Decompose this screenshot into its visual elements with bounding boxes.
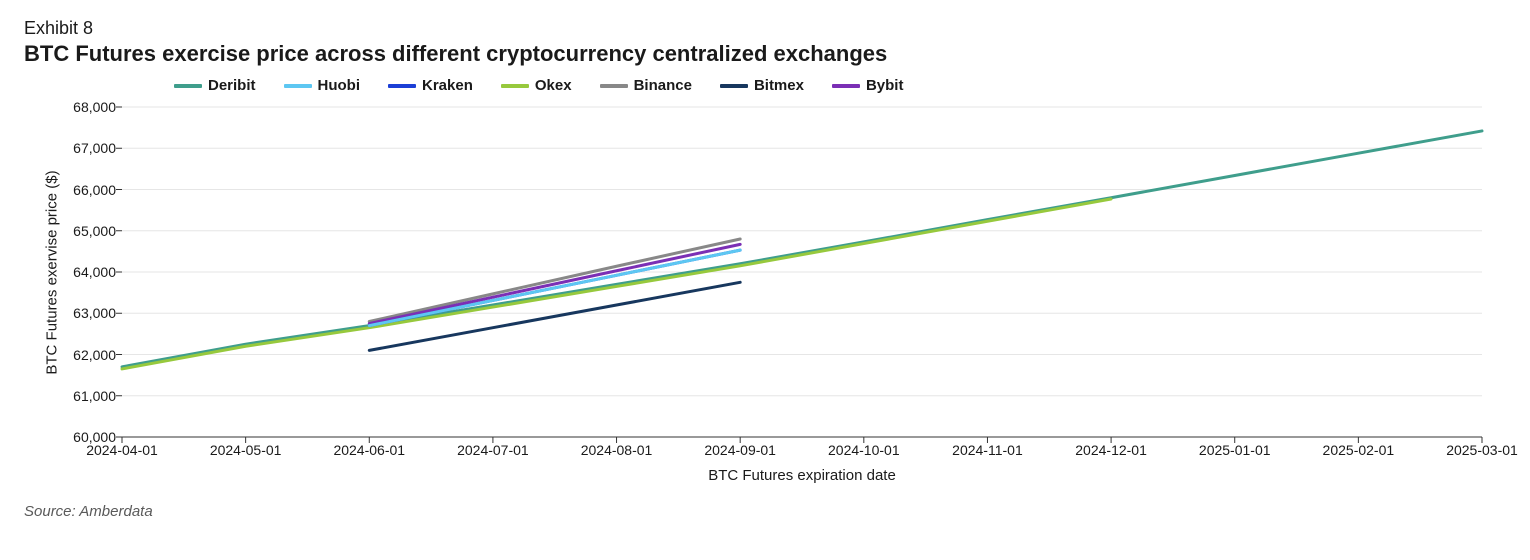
series-line: [369, 239, 740, 322]
legend-swatch: [284, 84, 312, 88]
chart-container: Exhibit 8 BTC Futures exercise price acr…: [0, 0, 1530, 560]
y-tick-label: 64,000: [26, 264, 116, 280]
legend-swatch: [501, 84, 529, 88]
y-tick-label: 67,000: [26, 140, 116, 156]
legend-label: Deribit: [208, 77, 256, 94]
exhibit-label: Exhibit 8: [24, 18, 1506, 39]
x-tick-label: 2024-05-01: [210, 442, 282, 458]
legend-item: Bybit: [832, 77, 904, 94]
x-tick-label: 2024-10-01: [828, 442, 900, 458]
x-tick-label: 2024-07-01: [457, 442, 529, 458]
legend-label: Bybit: [866, 77, 904, 94]
x-tick-label: 2024-12-01: [1075, 442, 1147, 458]
x-tick-label: 2025-02-01: [1323, 442, 1395, 458]
y-tick-label: 68,000: [26, 99, 116, 115]
plot-svg: [122, 107, 1482, 437]
source-label: Source: Amberdata: [24, 503, 1506, 520]
legend-swatch: [720, 84, 748, 88]
y-tick-label: 63,000: [26, 305, 116, 321]
legend-swatch: [174, 84, 202, 88]
legend-label: Bitmex: [754, 77, 804, 94]
x-tick-label: 2024-11-01: [952, 442, 1023, 458]
series-line: [369, 250, 740, 325]
x-tick-label: 2025-01-01: [1199, 442, 1271, 458]
legend: Deribit Huobi Kraken Okex Binance Bitmex Bybit: [174, 77, 903, 94]
chart-wrap: Deribit Huobi Kraken Okex Binance Bitmex Bybit…: [24, 77, 1494, 497]
legend-swatch: [388, 84, 416, 88]
x-axis-label: BTC Futures expiration date: [122, 467, 1482, 484]
legend-item: Bitmex: [720, 77, 804, 94]
plot-area: [122, 107, 1482, 437]
y-tick-label: 65,000: [26, 223, 116, 239]
legend-item: Kraken: [388, 77, 473, 94]
legend-label: Okex: [535, 77, 572, 94]
y-tick-label: 66,000: [26, 182, 116, 198]
x-tick-label: 2024-08-01: [581, 442, 653, 458]
x-tick-label: 2024-04-01: [86, 442, 158, 458]
x-tick-label: 2024-06-01: [333, 442, 405, 458]
x-tick-label: 2025-03-01: [1446, 442, 1518, 458]
chart-title: BTC Futures exercise price across differ…: [24, 41, 1506, 67]
series-line: [122, 131, 1482, 367]
legend-swatch: [832, 84, 860, 88]
legend-item: Huobi: [284, 77, 361, 94]
x-tick-label: 2024-09-01: [704, 442, 776, 458]
legend-label: Binance: [634, 77, 692, 94]
legend-item: Deribit: [174, 77, 256, 94]
y-ticks: 60,00061,00062,00063,00064,00065,00066,0…: [24, 107, 116, 437]
y-tick-label: 61,000: [26, 388, 116, 404]
legend-item: Binance: [600, 77, 692, 94]
legend-swatch: [600, 84, 628, 88]
legend-item: Okex: [501, 77, 572, 94]
legend-label: Kraken: [422, 77, 473, 94]
legend-label: Huobi: [318, 77, 361, 94]
series-line: [369, 244, 740, 323]
y-tick-label: 62,000: [26, 347, 116, 363]
